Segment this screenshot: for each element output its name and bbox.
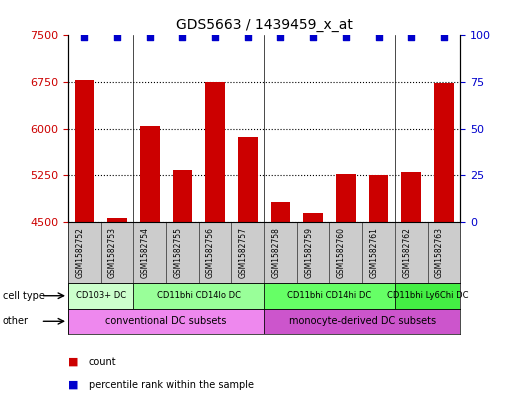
Bar: [434, 83, 453, 393]
Point: [342, 34, 350, 40]
Bar: [238, 138, 257, 393]
Text: CD11bhi Ly6Chi DC: CD11bhi Ly6Chi DC: [387, 291, 468, 300]
Bar: [206, 82, 225, 393]
Bar: [369, 175, 388, 393]
Text: percentile rank within the sample: percentile rank within the sample: [89, 380, 254, 390]
Bar: [271, 202, 290, 393]
Text: GSM1582763: GSM1582763: [435, 227, 444, 278]
Bar: [74, 80, 94, 393]
Text: GSM1582753: GSM1582753: [108, 227, 117, 278]
Bar: [68, 283, 133, 309]
Text: cell type: cell type: [3, 291, 44, 301]
Point: [145, 34, 154, 40]
Text: GSM1582759: GSM1582759: [304, 227, 313, 278]
Text: GSM1582760: GSM1582760: [337, 227, 346, 278]
Text: GSM1582757: GSM1582757: [239, 227, 248, 278]
Bar: [402, 172, 421, 393]
Bar: [303, 213, 323, 393]
Point: [407, 34, 415, 40]
Text: ■: ■: [68, 356, 78, 367]
Text: GSM1582762: GSM1582762: [402, 227, 411, 278]
Point: [80, 34, 88, 40]
Text: GSM1582752: GSM1582752: [75, 227, 84, 278]
Point: [244, 34, 252, 40]
Text: CD103+ DC: CD103+ DC: [76, 291, 126, 300]
Bar: [68, 309, 264, 334]
Text: CD11bhi CD14hi DC: CD11bhi CD14hi DC: [287, 291, 372, 300]
Text: GSM1582754: GSM1582754: [141, 227, 150, 278]
Text: ■: ■: [68, 380, 78, 390]
Bar: [107, 218, 127, 393]
Point: [113, 34, 121, 40]
Bar: [336, 174, 356, 393]
Text: monocyte-derived DC subsets: monocyte-derived DC subsets: [289, 316, 436, 326]
Bar: [140, 126, 160, 393]
Text: conventional DC subsets: conventional DC subsets: [105, 316, 227, 326]
Point: [276, 34, 285, 40]
Point: [178, 34, 187, 40]
Bar: [264, 283, 395, 309]
Point: [440, 34, 448, 40]
Text: GSM1582755: GSM1582755: [174, 227, 183, 278]
Text: GSM1582758: GSM1582758: [271, 227, 280, 278]
Bar: [395, 283, 460, 309]
Point: [374, 34, 383, 40]
Text: CD11bhi CD14lo DC: CD11bhi CD14lo DC: [157, 291, 241, 300]
Point: [211, 34, 219, 40]
Bar: [264, 309, 460, 334]
Bar: [173, 170, 192, 393]
Text: GSM1582761: GSM1582761: [370, 227, 379, 278]
Title: GDS5663 / 1439459_x_at: GDS5663 / 1439459_x_at: [176, 18, 353, 31]
Text: GSM1582756: GSM1582756: [206, 227, 215, 278]
Point: [309, 34, 317, 40]
Bar: [133, 283, 264, 309]
Text: other: other: [3, 316, 29, 326]
Text: count: count: [89, 356, 117, 367]
